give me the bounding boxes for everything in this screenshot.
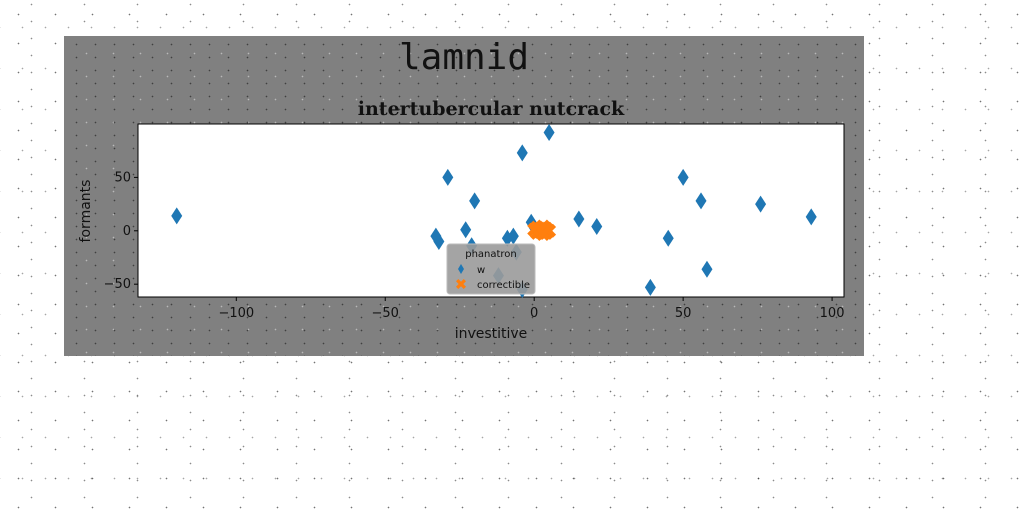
y-axis-title: formants [78, 180, 94, 243]
legend-entries: w correctible [456, 264, 530, 291]
data-point-w [442, 168, 454, 186]
figure-canvas: lamnid intertubercular nutcrack −100 −50 0… [64, 36, 864, 356]
data-point-w [573, 210, 585, 228]
legend-title: phanatron [465, 249, 517, 260]
x-tick-label: 0 [530, 306, 538, 321]
data-point-w [662, 229, 674, 247]
data-point-w [591, 218, 603, 236]
data-point-w [507, 227, 519, 245]
y-tick-label: 0 [123, 224, 131, 239]
x-tick-label: 50 [675, 306, 692, 321]
x-tick-label: −50 [372, 306, 399, 321]
chart-title: intertubercular nutcrack [358, 98, 625, 120]
x-tick-label: −100 [218, 306, 254, 321]
legend-label-correctible: correctible [477, 280, 530, 291]
data-point-w [171, 207, 183, 225]
data-point-w [755, 195, 767, 213]
legend-marker-w [458, 264, 464, 274]
data-point-w [701, 260, 713, 278]
x-axis: −100 −50 0 50 100 [218, 297, 844, 321]
data-point-w [695, 192, 707, 210]
x-axis-title: investitive [455, 326, 528, 342]
data-point-w [460, 221, 472, 239]
legend-label-w: w [477, 265, 485, 276]
data-point-w [805, 208, 817, 226]
data-points [171, 124, 817, 299]
y-axis: −50 0 50 [104, 170, 138, 292]
legend: phanatron w correctible [446, 243, 536, 295]
data-point-w [469, 192, 481, 210]
data-point-w [543, 124, 555, 142]
legend-box [446, 243, 536, 295]
legend-marker-correctible [456, 279, 466, 289]
y-tick-label: 50 [114, 170, 131, 185]
x-tick-label: 100 [820, 306, 845, 321]
data-point-w [644, 278, 656, 296]
data-point-correctible [536, 226, 551, 241]
scatter-chart: intertubercular nutcrack −100 −50 0 50 100 −… [78, 98, 845, 342]
data-point-w [516, 144, 528, 162]
data-point-w [677, 168, 689, 186]
data-point-w [433, 232, 445, 250]
figure-suptitle: lamnid [398, 37, 530, 78]
y-tick-label: −50 [104, 277, 131, 292]
